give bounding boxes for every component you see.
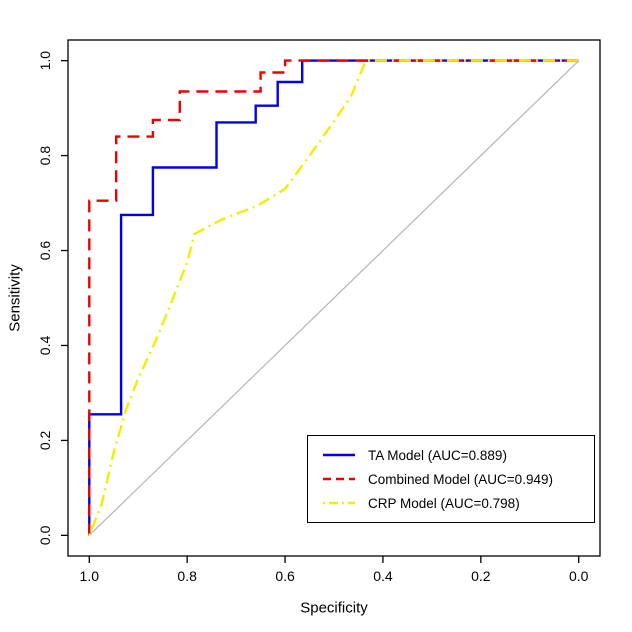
x-tick-label: 0.0 — [569, 568, 589, 584]
legend-item-ta-model: TA Model (AUC=0.889) — [320, 445, 594, 465]
y-tick-label: 0.0 — [37, 525, 53, 545]
x-tick-label: 0.2 — [471, 568, 491, 584]
legend-label-crp-model: CRP Model (AUC=0.798) — [368, 495, 520, 511]
legend-line-dashed-icon — [323, 477, 355, 481]
legend-line-dotdash-icon — [323, 501, 355, 505]
y-tick-label: 1.0 — [37, 51, 53, 71]
legend: TA Model (AUC=0.889) Combined Model (AUC… — [307, 435, 595, 523]
legend-label-ta-model: TA Model (AUC=0.889) — [368, 447, 507, 463]
y-tick-label: 0.2 — [37, 430, 53, 450]
roc-curve-ta-model — [88, 59, 579, 536]
legend-item-crp-model: CRP Model (AUC=0.798) — [320, 493, 594, 513]
y-axis-title: Sensitivity — [6, 264, 24, 332]
chance-diagonal — [88, 60, 580, 536]
legend-label-combined-model: Combined Model (AUC=0.949) — [368, 471, 553, 487]
roc-curve-crp-model — [88, 59, 579, 536]
x-tick-label: 0.4 — [373, 568, 393, 584]
x-tick-label: 1.0 — [80, 568, 100, 584]
x-tick-label: 0.8 — [177, 568, 197, 584]
legend-line-solid-icon — [323, 453, 355, 457]
x-tick-label: 0.6 — [275, 568, 295, 584]
plot-box — [67, 39, 601, 557]
y-tick-label: 0.6 — [37, 241, 53, 261]
y-tick-label: 0.8 — [37, 146, 53, 166]
y-tick-label: 0.4 — [37, 336, 53, 356]
x-axis-title: Specificity — [300, 599, 368, 617]
roc-curve-combined-model — [88, 59, 579, 536]
legend-item-combined-model: Combined Model (AUC=0.949) — [320, 469, 594, 489]
